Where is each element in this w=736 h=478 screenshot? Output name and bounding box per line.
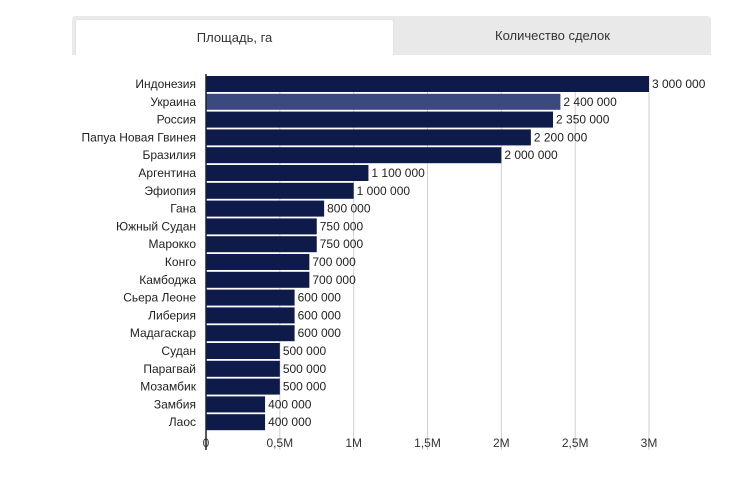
bar [206,182,354,199]
value-label: 2 200 000 [534,130,588,144]
category-label: Судан [161,344,196,358]
value-label: 2 350 000 [556,113,610,127]
category-label: Папуа Новая Гвинея [82,130,196,144]
bar [206,343,280,359]
category-label: Эфиопия [144,184,196,198]
category-label: Сьера Леоне [123,291,196,305]
x-tick-label: 2M [493,436,510,450]
value-label: 600 000 [298,308,342,322]
tab-deals-count[interactable]: Количество сделок [394,16,711,55]
category-label: Гана [170,202,196,216]
x-tick-label: 0,5M [266,436,293,450]
bar [206,307,295,324]
bar [206,289,295,306]
bar [206,271,310,288]
value-label: 600 000 [298,291,342,305]
x-tick-label: 1,5M [414,436,441,450]
category-label: Мозамбик [140,380,197,394]
category-label: Конго [165,255,196,269]
category-label: Южный Судан [116,219,196,233]
value-label: 800 000 [327,202,371,216]
bar [206,414,266,431]
category-label: Бразилия [143,148,197,162]
value-label: 700 000 [312,255,356,269]
bar [206,200,325,217]
value-label: 500 000 [283,362,327,376]
value-label: 600 000 [298,326,342,340]
value-label: 1 100 000 [371,166,425,180]
value-label: 750 000 [320,237,364,251]
category-label: Аргентина [138,166,196,180]
bar [206,218,317,235]
category-label: Замбия [154,397,196,411]
category-label: Индонезия [135,77,196,91]
bar [206,165,369,181]
category-label: Украина [150,95,196,109]
x-tick-label: 3M [641,436,658,450]
category-label: Марокко [149,237,197,251]
value-label: 1 000 000 [357,184,411,198]
value-label: 2 000 000 [504,148,558,162]
category-label: Россия [157,113,196,127]
x-tick-label: 2,5M [562,436,589,450]
bar [206,378,280,395]
category-label: Мадагаскар [130,326,196,340]
category-label: Лаос [169,415,196,429]
value-label: 500 000 [283,344,327,358]
bar [206,129,531,146]
bar [206,325,295,342]
value-label: 3 000 000 [652,77,706,91]
bar [206,396,266,413]
value-label: 400 000 [268,415,312,429]
value-label: 2 400 000 [563,95,617,109]
bar [206,254,310,270]
bar [206,76,649,92]
value-label: 750 000 [320,219,364,233]
tab-area[interactable]: Площадь, га [75,19,394,55]
category-label: Парагвай [143,362,196,376]
bar [206,236,317,253]
tab-bar: Площадь, га Количество сделок [72,16,711,55]
value-label: 400 000 [268,397,312,411]
value-label: 700 000 [312,273,356,287]
bar [206,360,280,377]
value-label: 500 000 [283,380,327,394]
bar [206,147,502,164]
bar [206,93,561,110]
category-label: Либерия [148,308,196,322]
bar [206,111,554,128]
x-tick-label: 1M [345,436,362,450]
category-label: Камбоджа [139,273,196,287]
